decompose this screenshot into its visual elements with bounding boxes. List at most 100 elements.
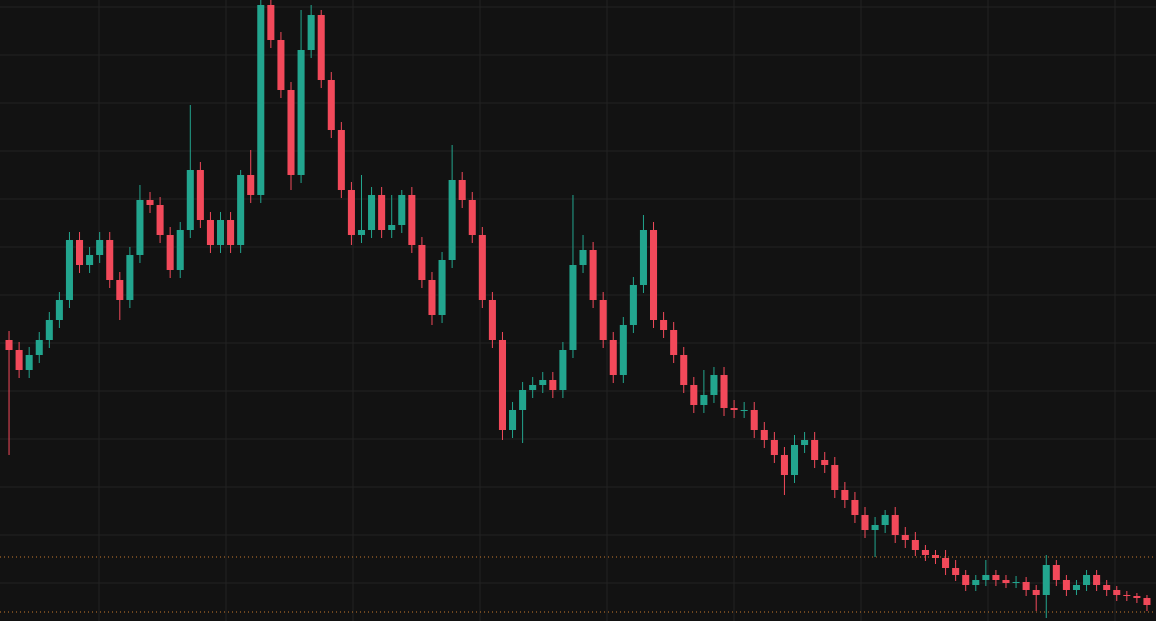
candle-body <box>357 230 366 235</box>
candle-body <box>1083 575 1091 585</box>
candle-body <box>1093 575 1101 585</box>
candle-body <box>740 410 748 411</box>
candle-body <box>1022 582 1030 590</box>
candle-body <box>498 340 506 430</box>
candle-body <box>206 220 214 245</box>
candle-body <box>428 280 436 315</box>
candle-body <box>25 355 33 370</box>
candle-body <box>247 175 255 195</box>
candle-body <box>438 260 446 315</box>
candle-body <box>146 200 154 205</box>
candle-body <box>569 265 577 350</box>
candle-body <box>821 460 829 465</box>
candle-body <box>216 220 225 245</box>
candle-body <box>488 300 496 340</box>
candle-body <box>156 205 164 235</box>
candle-body <box>599 300 607 340</box>
candle-body <box>186 170 194 230</box>
candle-body <box>1113 590 1121 595</box>
candle-body <box>579 250 587 265</box>
candle-body <box>801 440 809 445</box>
candle-body <box>5 340 13 350</box>
candle-body <box>106 240 114 280</box>
candle-body <box>519 390 527 410</box>
candle-body <box>176 230 184 270</box>
candle-body <box>227 220 235 245</box>
candle-body <box>398 195 406 225</box>
candle-body <box>549 380 557 390</box>
candle-body <box>911 540 919 550</box>
candle-body <box>45 320 53 340</box>
candle-body <box>1052 565 1060 580</box>
candle-body <box>841 490 849 500</box>
candle-body <box>468 200 476 235</box>
candle-body <box>237 175 245 245</box>
candle-body <box>297 50 305 175</box>
candle-body <box>35 340 43 355</box>
candle-body <box>891 515 899 535</box>
candle-body <box>760 430 768 440</box>
candle-body <box>55 300 63 320</box>
candle-body <box>307 15 315 50</box>
candle-body <box>96 240 104 255</box>
candle-body <box>629 285 637 325</box>
candle-body <box>65 240 73 300</box>
candle-body <box>347 190 355 235</box>
candle-body <box>408 195 416 245</box>
candle-body <box>317 15 325 80</box>
candle-body <box>750 410 758 430</box>
candle-body <box>166 235 174 270</box>
candle-body <box>952 568 960 575</box>
candle-body <box>136 200 144 255</box>
candle-body <box>700 395 708 405</box>
candle-body <box>388 225 396 230</box>
candle-body <box>589 250 597 300</box>
candle-body <box>1032 590 1040 595</box>
candle-body <box>660 320 668 330</box>
candle-body <box>267 5 275 40</box>
candle-body <box>86 255 94 265</box>
candle-body <box>931 555 940 558</box>
candle-body <box>942 558 950 568</box>
candle-body <box>529 385 537 390</box>
candle-body <box>680 355 688 385</box>
candle-body <box>327 80 335 130</box>
candle-body <box>337 130 345 190</box>
candle-body <box>418 245 426 280</box>
candle-body <box>1042 565 1050 595</box>
candle-body <box>1123 595 1131 596</box>
candle-body <box>368 195 376 230</box>
candle-body <box>448 180 456 260</box>
candle-body <box>992 575 1000 580</box>
candle-body <box>720 375 728 408</box>
candle-body <box>1072 585 1080 590</box>
candle-body <box>901 535 909 540</box>
candle-body <box>639 230 647 285</box>
candle-body <box>15 350 23 370</box>
candle-body <box>881 515 889 525</box>
candle-body <box>790 445 799 475</box>
candle-body <box>1133 596 1141 598</box>
candle-body <box>478 235 486 300</box>
candle-body <box>619 325 627 375</box>
candle-body <box>1062 580 1070 590</box>
candle-body <box>871 525 879 530</box>
candle-body <box>972 580 980 585</box>
candle-body <box>257 5 265 195</box>
candle-body <box>509 410 517 430</box>
candle-body <box>982 575 990 580</box>
candle-body <box>277 40 285 90</box>
candle-body <box>458 180 466 200</box>
candle-body <box>861 515 869 530</box>
candle-body <box>1143 598 1151 605</box>
candle-body <box>196 170 204 220</box>
candle-body <box>1103 585 1111 590</box>
candle-body <box>116 280 124 300</box>
candle-body <box>1012 582 1020 583</box>
candle-body <box>811 440 819 460</box>
candle-body <box>831 465 839 490</box>
candle-body <box>962 575 970 585</box>
